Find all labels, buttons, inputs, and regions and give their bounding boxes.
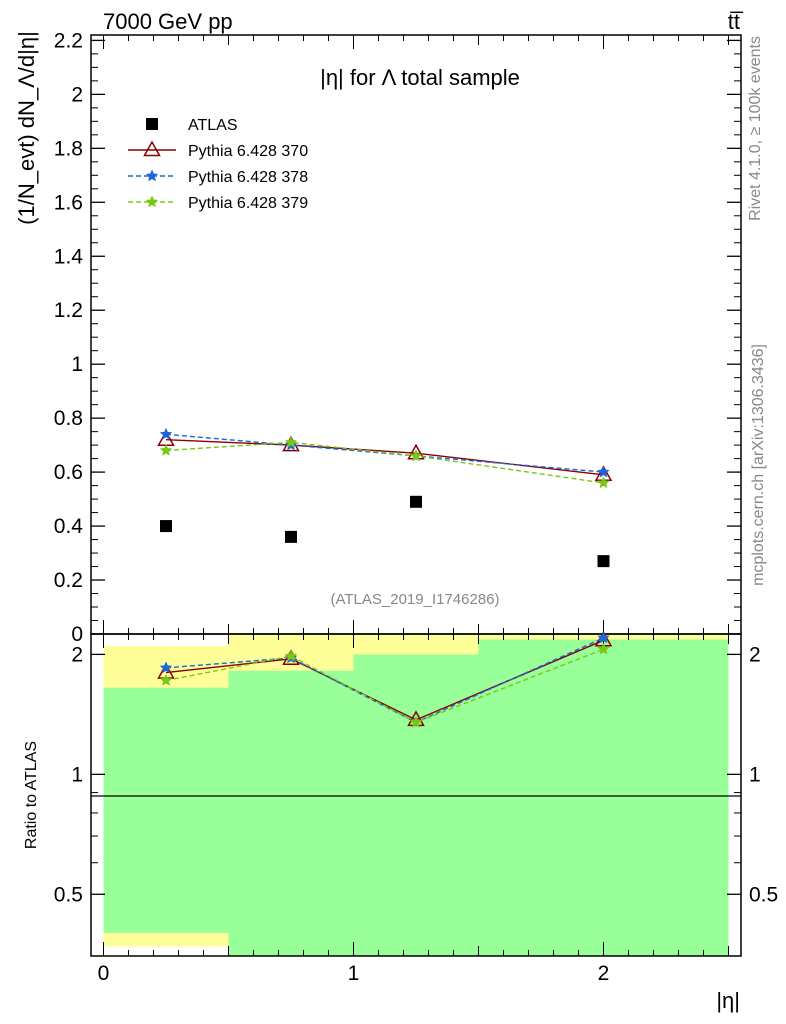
ratio-y-tick-label-right: 1 <box>749 763 761 786</box>
ratio-uncertainty-bands <box>103 634 729 956</box>
x-axis-label: |η| <box>716 988 740 1013</box>
legend-label-p379: Pythia 6.428 379 <box>188 195 308 212</box>
y-tick-label: 2.2 <box>54 29 83 52</box>
x-tick-label: 0 <box>98 962 110 985</box>
y-tick-label: 0.8 <box>54 407 83 430</box>
legend-label-p378: Pythia 6.428 378 <box>188 169 308 186</box>
y-tick-label: 0.2 <box>54 569 83 592</box>
axes-ticks: 0 0.2 0.4 0.6 0.8 1 1.2 1.4 1.6 1.8 2 2.2 0 1 2 0.5 0.5 1… <box>54 29 778 985</box>
y-tick-label: 0.6 <box>54 461 83 484</box>
main-point-atlas <box>410 495 422 508</box>
main-point-atlas <box>597 555 610 568</box>
legend-label-p370: Pythia 6.428 370 <box>188 143 308 160</box>
ratio-point-p379 <box>597 642 610 655</box>
y-tick-label: 2 <box>71 83 83 106</box>
y-axis-label-main: (1/N_evt) dN_Λ/d|η| <box>14 31 39 225</box>
y-tick-label: 1 <box>71 353 83 376</box>
ratio-series <box>157 630 613 728</box>
main-point-atlas <box>285 530 297 543</box>
ratio-point-p378 <box>159 661 173 674</box>
band-inner-2 <box>353 654 479 956</box>
process-label: tt̅ <box>728 9 744 34</box>
energy-label: 7000 GeV pp <box>103 9 233 34</box>
y-tick-label: 1.6 <box>54 191 83 214</box>
ratio-panel-frame <box>90 633 742 957</box>
main-point-atlas <box>160 520 172 533</box>
ratio-y-tick-label-right: 0.5 <box>749 883 778 906</box>
legend-marker-p379 <box>145 195 159 208</box>
y-tick-label: 1.4 <box>54 245 84 268</box>
y-axis-label-ratio: Ratio to ATLAS <box>23 741 40 849</box>
legend-label-atlas: ATLAS <box>188 117 238 134</box>
main-point-p378 <box>159 427 173 440</box>
main-point-p379 <box>284 435 298 448</box>
main-line-p378 <box>165 433 604 473</box>
ratio-y-tick-label-right: 2 <box>749 643 761 666</box>
main-point-p378 <box>597 465 610 478</box>
main-point-p379 <box>409 449 423 462</box>
ratio-point-p379 <box>409 715 423 728</box>
ratio-line-p379 <box>165 648 604 724</box>
main-line-p370 <box>165 439 604 476</box>
legend-marker-atlas <box>146 118 158 130</box>
ratio-point-p379 <box>284 649 298 662</box>
band-inner-1 <box>228 670 354 956</box>
ratio-point-p379 <box>159 673 173 686</box>
band-inner-3 <box>478 639 729 956</box>
y-tick-label: 0 <box>71 623 83 646</box>
y-tick-label: 1.8 <box>54 137 83 160</box>
ratio-y-tick-label: 1 <box>71 763 83 786</box>
analysis-label: (ATLAS_2019_I1746286) <box>330 591 499 608</box>
band-inner-0 <box>103 687 229 933</box>
legend: ATLAS Pythia 6.428 370 Pythia 6.428 378 Pyt… <box>128 117 308 212</box>
ratio-y-tick-label: 0.5 <box>54 883 83 906</box>
y-tick-label: 1.2 <box>54 299 83 322</box>
mcplots-label: mcplots.cern.ch [arXiv:1306.3436] <box>750 344 767 586</box>
x-tick-label: 2 <box>598 962 610 985</box>
main-point-p379 <box>597 476 610 489</box>
legend-marker-p378 <box>145 169 159 182</box>
ratio-line-p378 <box>165 637 604 724</box>
main-line-p379 <box>165 441 604 484</box>
legend-marker-p370 <box>143 140 161 157</box>
main-series <box>157 427 613 568</box>
rivet-label: Rivet 4.1.0, ≥ 100k events <box>747 36 764 221</box>
y-tick-label: 0.4 <box>54 515 84 538</box>
main-point-p379 <box>159 443 173 456</box>
chart-title: |η| for Λ total sample <box>320 65 520 90</box>
ratio-point-p378 <box>597 631 610 644</box>
ratio-y-tick-label: 2 <box>71 643 83 666</box>
x-tick-label: 1 <box>348 962 360 985</box>
